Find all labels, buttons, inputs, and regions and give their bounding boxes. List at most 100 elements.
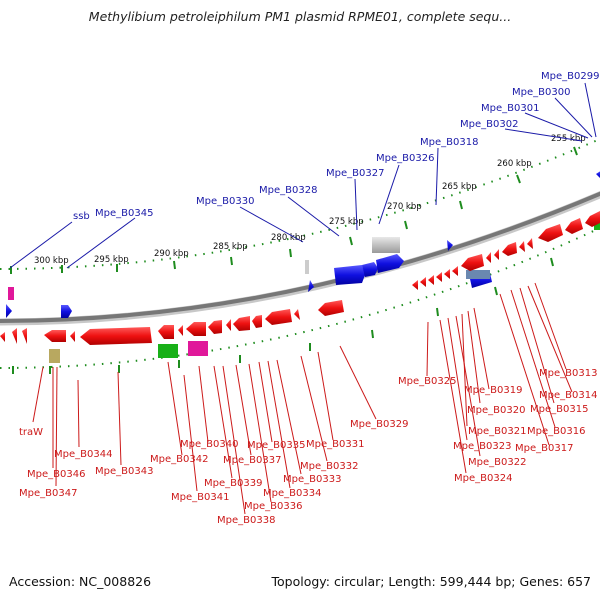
- grey-feature: [372, 237, 400, 253]
- gene-arrow: [12, 328, 17, 344]
- gene-arrow: [294, 309, 300, 320]
- gene-arrow: [420, 277, 426, 287]
- scale-label: 275 kbp: [329, 217, 364, 227]
- gene-label: Mpe_B0341: [171, 492, 229, 503]
- gene-arrow: [0, 332, 5, 342]
- scale-label: 260 kbp: [497, 159, 532, 169]
- gene-label: Mpe_B0325: [398, 376, 456, 387]
- gene-label: Mpe_B0346: [27, 469, 85, 480]
- gene-arrow: [318, 300, 344, 316]
- gene-label: Mpe_B0327: [326, 168, 384, 179]
- gene-label: Mpe_B0328: [259, 185, 317, 196]
- gene-label: Mpe_B0299: [541, 71, 599, 82]
- green-feature: [158, 344, 178, 358]
- gene-arrow: [233, 316, 250, 331]
- bottom-leader-lines: [32, 282, 573, 515]
- green-feature: [594, 222, 600, 230]
- gene-label: Mpe_B0324: [454, 473, 512, 484]
- gene-label: Mpe_B0333: [283, 474, 341, 485]
- gene-arrow: [596, 171, 600, 178]
- slate-feature: [466, 270, 490, 279]
- scale-label: 300 kbp: [34, 256, 69, 266]
- olive-feature: [49, 349, 60, 363]
- gene-arrow: [461, 254, 484, 271]
- gene-label: Mpe_B0335: [247, 440, 305, 451]
- gene-label: Mpe_B0313: [539, 368, 597, 379]
- gene-label: Mpe_B0315: [530, 404, 588, 415]
- gene-label: Mpe_B0330: [196, 196, 254, 207]
- topology-summary: Topology: circular; Length: 599,444 bp; …: [271, 574, 592, 589]
- gene-label: Mpe_B0323: [453, 441, 511, 452]
- gene-arrow: [486, 252, 491, 263]
- scale-label: 290 kbp: [154, 249, 189, 259]
- gene-arrow: [376, 254, 404, 273]
- gene-label: Mpe_B0319: [464, 385, 522, 396]
- gene-label: Mpe_B0339: [204, 478, 262, 489]
- gene-arrow: [565, 218, 583, 234]
- gene-label: traW: [19, 427, 43, 438]
- gene-arrow: [6, 304, 12, 318]
- gene-label: Mpe_B0340: [180, 439, 238, 450]
- gene-label: Mpe_B0338: [217, 515, 275, 526]
- gene-arrow: [444, 269, 450, 279]
- gene-arrow: [308, 280, 314, 292]
- gene-arrow: [158, 325, 174, 339]
- gene-arrow: [538, 224, 563, 242]
- gene-arrow: [436, 272, 442, 282]
- gene-label: Mpe_B0316: [527, 426, 585, 437]
- backbone: [0, 191, 600, 323]
- gene-arrow: [208, 320, 222, 334]
- map-title: Methylibium petroleiphilum PM1 plasmid R…: [88, 9, 512, 24]
- gene-label: Mpe_B0318: [420, 137, 478, 148]
- gene-label: Mpe_B0301: [481, 103, 539, 114]
- gene-arrow: [61, 305, 72, 318]
- gene-label: Mpe_B0314: [539, 390, 597, 401]
- gene-arrow: [22, 328, 27, 344]
- top-labels: Mpe_B0299 Mpe_B0300 Mpe_B0301 Mpe_B0302 …: [73, 71, 599, 222]
- gene-arrow: [452, 266, 458, 276]
- gene-label: ssb: [73, 211, 90, 222]
- gene-arrow: [412, 280, 418, 290]
- scale-label: 280 kbp: [271, 233, 306, 243]
- scale-label: 265 kbp: [442, 182, 477, 192]
- gene-label: Mpe_B0300: [512, 87, 570, 98]
- gene-label: Mpe_B0302: [460, 119, 518, 130]
- magenta-feature: [8, 287, 14, 300]
- gene-label: Mpe_B0336: [244, 501, 302, 512]
- inner-ticks: [12, 257, 554, 374]
- gene-arrow: [362, 262, 378, 277]
- gene-arrow: [519, 241, 525, 252]
- outer-scale-ring: [0, 138, 600, 270]
- gene-label: Mpe_B0345: [95, 208, 153, 219]
- gene-label: Mpe_B0320: [467, 405, 525, 416]
- gene-arrow: [447, 240, 453, 251]
- backbone-shadow: [0, 191, 600, 326]
- misc-features: [8, 222, 600, 363]
- gene-label: Mpe_B0332: [300, 461, 358, 472]
- gene-label: Mpe_B0322: [468, 457, 526, 468]
- gene-arrow: [585, 211, 600, 227]
- gene-label: Mpe_B0334: [263, 488, 321, 499]
- gene-label: Mpe_B0317: [515, 443, 573, 454]
- reverse-genes: [0, 211, 600, 345]
- gene-arrow: [527, 238, 533, 249]
- gene-arrow: [226, 319, 231, 331]
- gene-arrow: [502, 242, 517, 256]
- gene-arrow: [494, 249, 499, 260]
- gene-arrow: [334, 265, 365, 285]
- gene-label: Mpe_B0337: [223, 455, 281, 466]
- gene-label: Mpe_B0344: [54, 449, 112, 460]
- accession-text: Accession: NC_008826: [9, 574, 152, 589]
- scale-label: 270 kbp: [387, 202, 422, 212]
- scale-label: 285 kbp: [213, 242, 248, 252]
- gene-label: Mpe_B0326: [376, 153, 434, 164]
- gene-label: Mpe_B0343: [95, 466, 153, 477]
- gene-arrow: [44, 330, 66, 342]
- gene-label: Mpe_B0342: [150, 454, 208, 465]
- gene-label: Mpe_B0347: [19, 488, 77, 499]
- gene-label: Mpe_B0329: [350, 419, 408, 430]
- gene-arrow: [252, 315, 262, 328]
- grey-feature: [305, 260, 309, 274]
